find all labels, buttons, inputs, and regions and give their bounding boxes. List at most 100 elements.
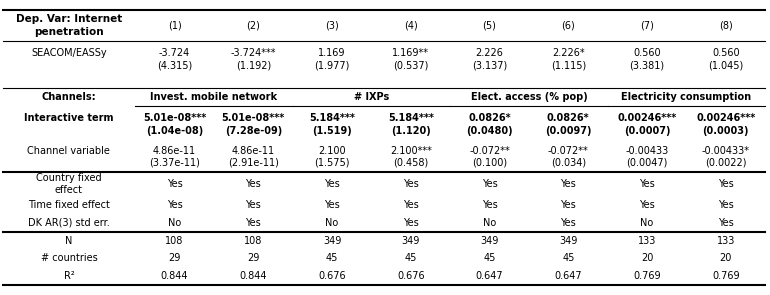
Text: (4): (4) <box>404 20 417 30</box>
Text: 4.86e-11: 4.86e-11 <box>153 146 196 156</box>
Text: Time fixed effect: Time fixed effect <box>28 200 110 210</box>
Text: Electricity consumption: Electricity consumption <box>621 92 752 102</box>
Text: 0.560: 0.560 <box>633 48 661 58</box>
Text: 45: 45 <box>326 253 338 263</box>
Text: No: No <box>326 218 339 228</box>
Text: 108: 108 <box>244 236 263 246</box>
Text: Yes: Yes <box>324 200 340 210</box>
Text: Yes: Yes <box>246 218 261 228</box>
Text: 45: 45 <box>484 253 496 263</box>
Text: (1.120): (1.120) <box>391 126 430 135</box>
Text: Yes: Yes <box>639 179 655 189</box>
Text: Yes: Yes <box>561 200 576 210</box>
Text: 0.647: 0.647 <box>476 271 504 281</box>
Text: (6): (6) <box>561 20 575 30</box>
Text: Yes: Yes <box>718 200 734 210</box>
Text: (0.0480): (0.0480) <box>466 126 513 135</box>
Text: Elect. access (% pop): Elect. access (% pop) <box>470 92 588 102</box>
Text: 0.676: 0.676 <box>318 271 346 281</box>
Text: (1.04e-08): (1.04e-08) <box>146 126 203 135</box>
Text: 5.184***: 5.184*** <box>388 113 434 123</box>
Text: (0.537): (0.537) <box>393 61 428 71</box>
Text: Interactive term: Interactive term <box>24 113 114 123</box>
Text: 0.00246***: 0.00246*** <box>618 113 677 123</box>
Text: 0.769: 0.769 <box>633 271 661 281</box>
Text: 2.226*: 2.226* <box>552 48 584 58</box>
Text: 0.676: 0.676 <box>397 271 424 281</box>
Text: 29: 29 <box>169 253 181 263</box>
Text: 133: 133 <box>638 236 656 246</box>
Text: Yes: Yes <box>246 200 261 210</box>
Text: (3): (3) <box>325 20 339 30</box>
Text: (8): (8) <box>719 20 733 30</box>
Text: (1.575): (1.575) <box>314 158 350 168</box>
Text: (0.0097): (0.0097) <box>545 126 591 135</box>
Text: (3.37e-11): (3.37e-11) <box>149 158 200 168</box>
Text: SEACOM/EASSy: SEACOM/EASSy <box>31 48 107 58</box>
Text: (2): (2) <box>246 20 260 30</box>
Text: -3.724***: -3.724*** <box>230 48 276 58</box>
Text: 20: 20 <box>720 253 732 263</box>
Text: 0.844: 0.844 <box>161 271 188 281</box>
Text: Dep. Var: Internet
penetration: Dep. Var: Internet penetration <box>16 14 122 37</box>
Text: Yes: Yes <box>166 179 182 189</box>
Text: 2.100***: 2.100*** <box>390 146 432 156</box>
Text: -0.072**: -0.072** <box>548 146 589 156</box>
Text: 0.560: 0.560 <box>712 48 740 58</box>
Text: 29: 29 <box>247 253 259 263</box>
Text: 1.169: 1.169 <box>318 48 346 58</box>
Text: No: No <box>483 218 496 228</box>
Text: Yes: Yes <box>561 218 576 228</box>
Text: (1.977): (1.977) <box>314 61 350 71</box>
Text: (0.0007): (0.0007) <box>624 126 671 135</box>
Text: (0.458): (0.458) <box>393 158 428 168</box>
Text: 4.86e-11: 4.86e-11 <box>232 146 275 156</box>
Text: 133: 133 <box>717 236 735 246</box>
Text: Yes: Yes <box>718 218 734 228</box>
Text: 5.184***: 5.184*** <box>309 113 355 123</box>
Text: -0.072**: -0.072** <box>469 146 510 156</box>
Text: Yes: Yes <box>718 179 734 189</box>
Text: (3.137): (3.137) <box>472 61 507 71</box>
Text: No: No <box>641 218 654 228</box>
Text: Yes: Yes <box>639 200 655 210</box>
Text: Yes: Yes <box>403 200 419 210</box>
Text: R²: R² <box>64 271 74 281</box>
Text: 349: 349 <box>323 236 341 246</box>
Text: (0.100): (0.100) <box>472 158 507 168</box>
Text: No: No <box>168 218 181 228</box>
Text: Yes: Yes <box>482 179 497 189</box>
Text: (1.115): (1.115) <box>551 61 586 71</box>
Text: 20: 20 <box>641 253 653 263</box>
Text: Yes: Yes <box>561 179 576 189</box>
Text: Invest. mobile network: Invest. mobile network <box>150 92 277 102</box>
Text: 5.01e-08***: 5.01e-08*** <box>143 113 206 123</box>
Text: 0.0826*: 0.0826* <box>547 113 590 123</box>
Text: (0.0003): (0.0003) <box>702 126 749 135</box>
Text: 108: 108 <box>166 236 184 246</box>
Text: 0.647: 0.647 <box>554 271 582 281</box>
Text: 2.100: 2.100 <box>318 146 346 156</box>
Text: 45: 45 <box>562 253 574 263</box>
Text: 5.01e-08***: 5.01e-08*** <box>222 113 285 123</box>
Text: -3.724: -3.724 <box>159 48 190 58</box>
Text: Yes: Yes <box>166 200 182 210</box>
Text: DK AR(3) std err.: DK AR(3) std err. <box>28 218 110 228</box>
Text: (0.034): (0.034) <box>551 158 586 168</box>
Text: Yes: Yes <box>246 179 261 189</box>
Text: 349: 349 <box>480 236 499 246</box>
Text: -0.00433: -0.00433 <box>625 146 668 156</box>
Text: 349: 349 <box>559 236 578 246</box>
Text: (0.0022): (0.0022) <box>705 158 747 168</box>
Text: Yes: Yes <box>403 179 419 189</box>
Text: (1): (1) <box>168 20 182 30</box>
Text: (2.91e-11): (2.91e-11) <box>228 158 279 168</box>
Text: N: N <box>65 236 72 246</box>
Text: Channel variable: Channel variable <box>28 146 110 156</box>
Text: 45: 45 <box>404 253 417 263</box>
Text: Country fixed
effect: Country fixed effect <box>36 173 102 195</box>
Text: 0.844: 0.844 <box>239 271 267 281</box>
Text: 0.769: 0.769 <box>712 271 740 281</box>
Text: (4.315): (4.315) <box>157 61 192 71</box>
Text: (3.381): (3.381) <box>630 61 665 71</box>
